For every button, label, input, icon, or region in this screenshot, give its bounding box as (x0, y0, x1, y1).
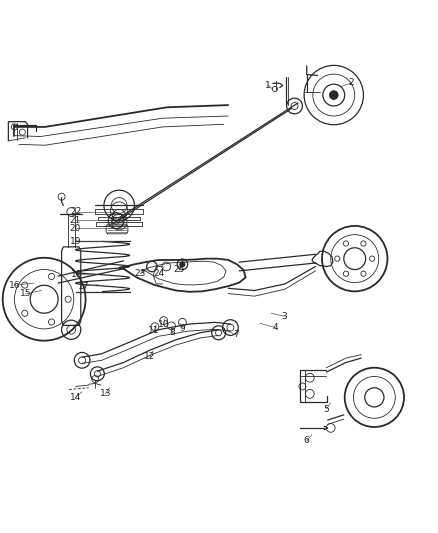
Text: 23: 23 (134, 269, 145, 278)
Text: 20: 20 (70, 224, 81, 232)
Text: 19: 19 (70, 237, 81, 246)
Circle shape (328, 91, 337, 100)
Text: 15: 15 (20, 289, 31, 298)
Text: 12: 12 (144, 352, 155, 361)
Text: 13: 13 (99, 390, 111, 398)
Text: 8: 8 (169, 328, 175, 337)
Text: 3: 3 (281, 312, 286, 321)
Text: 10: 10 (158, 320, 169, 328)
Text: 18: 18 (71, 270, 82, 279)
Text: 2: 2 (348, 78, 353, 87)
Text: 17: 17 (78, 281, 89, 290)
Text: 25: 25 (173, 265, 185, 274)
Text: 22: 22 (70, 207, 81, 216)
Text: 24: 24 (153, 269, 165, 278)
Text: 1: 1 (264, 80, 270, 90)
Text: 14: 14 (70, 393, 81, 402)
Text: 21: 21 (70, 216, 81, 225)
Text: 6: 6 (303, 437, 309, 446)
Text: 11: 11 (148, 326, 159, 335)
Text: 4: 4 (272, 323, 278, 332)
Text: 5: 5 (323, 405, 328, 414)
Circle shape (180, 262, 184, 267)
Text: 16: 16 (9, 281, 20, 290)
Text: 9: 9 (179, 324, 185, 333)
Text: 7: 7 (233, 330, 238, 339)
